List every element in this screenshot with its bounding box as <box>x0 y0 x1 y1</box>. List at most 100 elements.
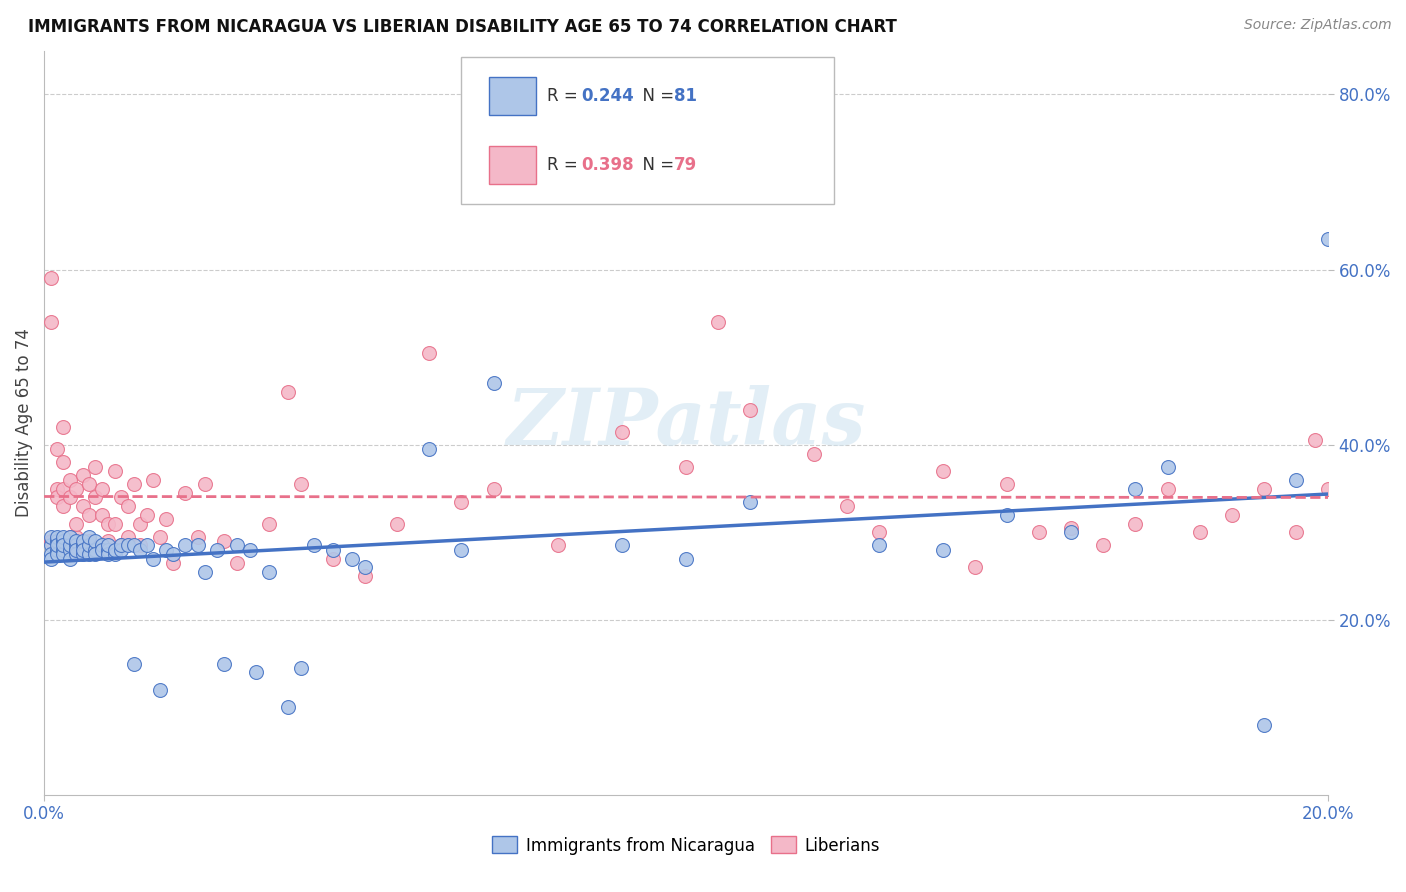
Point <box>72 539 94 553</box>
Point <box>52 420 75 434</box>
Point <box>52 530 75 544</box>
Point <box>707 315 730 329</box>
Point <box>322 551 344 566</box>
Text: 0.398: 0.398 <box>581 156 634 174</box>
Text: 0.244: 0.244 <box>581 87 634 105</box>
Point <box>1285 525 1308 540</box>
Point <box>1253 718 1275 732</box>
Point <box>1028 525 1050 540</box>
Point <box>110 539 132 553</box>
Point <box>65 547 87 561</box>
Point <box>277 385 299 400</box>
Point <box>65 482 87 496</box>
Point <box>52 455 75 469</box>
Point <box>302 539 325 553</box>
Point <box>257 516 280 531</box>
Legend: Immigrants from Nicaragua, Liberians: Immigrants from Nicaragua, Liberians <box>485 830 887 861</box>
Point <box>1317 482 1340 496</box>
Point <box>277 700 299 714</box>
Point <box>482 482 505 496</box>
Point <box>1060 521 1083 535</box>
Point <box>1156 482 1178 496</box>
Point <box>59 530 82 544</box>
Point <box>129 539 152 553</box>
Point <box>117 530 139 544</box>
Point <box>868 539 890 553</box>
Point <box>257 565 280 579</box>
Point <box>65 542 87 557</box>
Text: 81: 81 <box>673 87 697 105</box>
Point <box>142 473 165 487</box>
Point <box>129 542 152 557</box>
Point <box>59 473 82 487</box>
Point <box>122 657 145 671</box>
Point <box>110 491 132 505</box>
Point <box>77 547 100 561</box>
Point <box>84 459 107 474</box>
Point <box>72 499 94 513</box>
Point <box>72 468 94 483</box>
Point <box>354 560 377 574</box>
Point <box>354 569 377 583</box>
Point <box>84 547 107 561</box>
Point <box>194 565 217 579</box>
Point <box>963 560 986 574</box>
Point <box>77 477 100 491</box>
Point <box>46 542 69 557</box>
Point <box>90 508 112 522</box>
Point <box>104 547 127 561</box>
Point <box>46 542 69 557</box>
Point <box>104 516 127 531</box>
Point <box>135 508 157 522</box>
Point <box>46 534 69 549</box>
Point <box>65 516 87 531</box>
Point <box>52 539 75 553</box>
Point <box>129 516 152 531</box>
Point <box>194 477 217 491</box>
Point <box>52 482 75 496</box>
Text: Source: ZipAtlas.com: Source: ZipAtlas.com <box>1244 18 1392 32</box>
Point <box>39 547 62 561</box>
Point <box>342 551 364 566</box>
Point <box>52 534 75 549</box>
Point <box>97 547 120 561</box>
Point <box>1156 459 1178 474</box>
Point <box>52 547 75 561</box>
Point <box>245 665 267 680</box>
Point <box>65 530 87 544</box>
Point <box>450 542 472 557</box>
Point <box>212 657 235 671</box>
Point <box>46 482 69 496</box>
Point <box>149 530 172 544</box>
Point <box>59 542 82 557</box>
Point <box>1188 525 1211 540</box>
Point <box>39 315 62 329</box>
Point <box>207 542 229 557</box>
Point <box>52 542 75 557</box>
Point <box>65 542 87 557</box>
Point <box>149 683 172 698</box>
Point <box>675 459 697 474</box>
Y-axis label: Disability Age 65 to 74: Disability Age 65 to 74 <box>15 328 32 517</box>
Point <box>174 486 197 500</box>
Point <box>72 534 94 549</box>
Point <box>84 542 107 557</box>
Point <box>868 525 890 540</box>
Point <box>90 542 112 557</box>
Point <box>162 556 184 570</box>
Point <box>97 539 120 553</box>
Point <box>1060 525 1083 540</box>
Point <box>117 499 139 513</box>
Point <box>46 491 69 505</box>
Text: R =: R = <box>547 87 583 105</box>
Point <box>59 551 82 566</box>
Point <box>187 539 209 553</box>
Point <box>225 539 247 553</box>
Point <box>1285 473 1308 487</box>
Point <box>39 271 62 285</box>
Point <box>418 346 440 360</box>
Point <box>162 547 184 561</box>
Point <box>675 551 697 566</box>
Point <box>59 530 82 544</box>
Point <box>155 542 177 557</box>
